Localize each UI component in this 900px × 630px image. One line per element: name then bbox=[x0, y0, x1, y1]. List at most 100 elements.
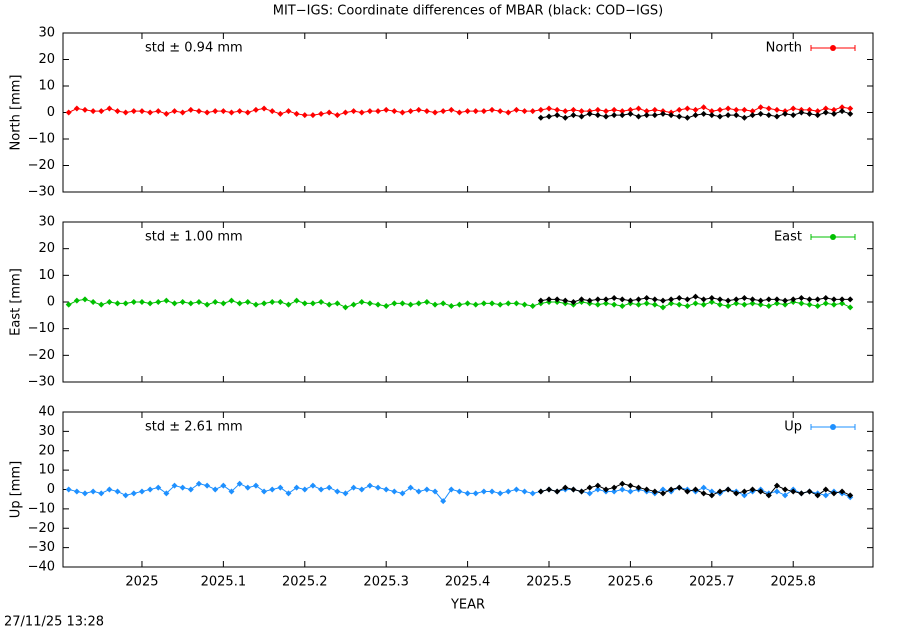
data-point bbox=[627, 488, 634, 495]
data-point bbox=[619, 108, 626, 115]
data-point bbox=[659, 297, 666, 304]
data-point bbox=[326, 484, 333, 491]
data-point bbox=[586, 110, 593, 117]
data-point bbox=[676, 301, 683, 308]
data-point bbox=[383, 303, 390, 309]
data-point bbox=[635, 113, 642, 120]
data-point bbox=[546, 113, 552, 120]
data-point bbox=[138, 108, 145, 115]
data-point bbox=[635, 301, 642, 308]
data-point bbox=[529, 108, 536, 115]
data-point bbox=[684, 105, 691, 112]
data-point bbox=[692, 486, 699, 493]
data-point bbox=[399, 300, 406, 307]
data-point bbox=[529, 490, 536, 497]
data-point bbox=[578, 113, 585, 120]
data-point bbox=[334, 112, 341, 119]
data-point bbox=[757, 488, 764, 495]
data-point bbox=[643, 112, 650, 119]
data-point bbox=[716, 301, 723, 308]
data-point bbox=[619, 303, 626, 309]
data-point bbox=[187, 486, 194, 493]
data-point bbox=[708, 488, 715, 495]
data-point bbox=[326, 109, 333, 116]
data-point bbox=[81, 296, 88, 303]
data-point bbox=[627, 110, 634, 117]
data-point bbox=[839, 108, 846, 115]
x-tick-label: 2025.5 bbox=[526, 575, 572, 590]
data-point bbox=[358, 486, 365, 493]
y-tick-label: 20 bbox=[38, 52, 55, 67]
data-point bbox=[546, 486, 552, 493]
data-point bbox=[668, 112, 675, 119]
data-point bbox=[73, 488, 80, 495]
data-point bbox=[505, 300, 512, 307]
data-point bbox=[497, 490, 504, 497]
data-point bbox=[106, 299, 113, 305]
data-point bbox=[814, 112, 821, 119]
x-axis-label: YEAR bbox=[450, 598, 485, 613]
data-point bbox=[366, 482, 373, 489]
data-point bbox=[366, 108, 373, 115]
legend-marker bbox=[830, 234, 836, 240]
data-point bbox=[179, 299, 186, 305]
data-point bbox=[236, 108, 243, 115]
data-point bbox=[578, 296, 585, 303]
data-point bbox=[179, 484, 186, 491]
data-point bbox=[749, 300, 756, 307]
data-point bbox=[415, 488, 422, 495]
data-point bbox=[212, 108, 219, 115]
data-point bbox=[537, 297, 544, 304]
data-point bbox=[692, 293, 699, 300]
data-point bbox=[635, 484, 642, 491]
data-point bbox=[839, 296, 846, 303]
data-point bbox=[399, 109, 406, 116]
x-tick-label: 2025.1 bbox=[201, 575, 247, 590]
data-point bbox=[98, 108, 105, 115]
y-tick-label: 10 bbox=[38, 268, 55, 283]
data-point bbox=[822, 105, 829, 112]
data-point bbox=[293, 484, 300, 491]
data-point bbox=[285, 301, 292, 308]
data-point bbox=[765, 303, 772, 309]
data-point bbox=[749, 486, 756, 493]
data-point bbox=[594, 301, 601, 308]
data-point bbox=[578, 488, 585, 495]
data-point bbox=[98, 301, 105, 308]
data-point bbox=[269, 486, 276, 493]
data-point bbox=[733, 296, 740, 303]
data-point bbox=[391, 488, 398, 495]
data-point bbox=[602, 113, 609, 120]
data-point bbox=[261, 300, 268, 307]
data-point bbox=[375, 484, 382, 491]
data-point bbox=[309, 300, 316, 307]
data-point bbox=[505, 488, 512, 495]
data-point bbox=[407, 484, 414, 491]
plot-area bbox=[65, 293, 854, 311]
data-point bbox=[440, 498, 447, 505]
data-point bbox=[602, 296, 609, 303]
data-point bbox=[81, 490, 88, 497]
plot-frame bbox=[62, 32, 874, 193]
data-point bbox=[309, 112, 316, 119]
data-point bbox=[659, 486, 666, 493]
data-point bbox=[692, 300, 699, 307]
data-point bbox=[130, 299, 137, 305]
data-point bbox=[277, 110, 284, 117]
data-point bbox=[594, 482, 601, 489]
x-tick-label: 2025.3 bbox=[363, 575, 409, 590]
data-point bbox=[261, 488, 268, 495]
data-point bbox=[839, 104, 846, 111]
data-point bbox=[741, 106, 748, 113]
data-point bbox=[830, 490, 837, 497]
data-point bbox=[798, 295, 805, 301]
data-point bbox=[521, 108, 528, 115]
data-point bbox=[847, 296, 854, 303]
data-point bbox=[749, 112, 756, 119]
data-point bbox=[619, 486, 626, 493]
data-point bbox=[537, 114, 544, 121]
plot-area bbox=[65, 104, 854, 121]
data-point bbox=[790, 488, 797, 495]
data-point bbox=[806, 301, 813, 308]
